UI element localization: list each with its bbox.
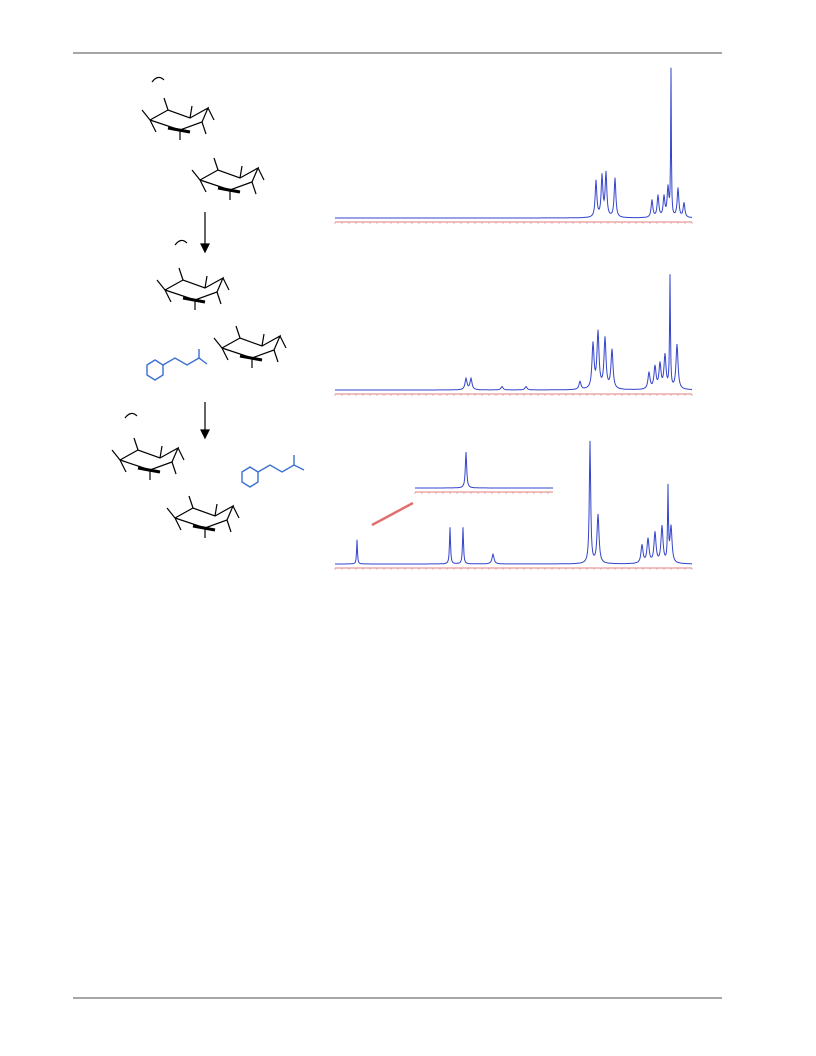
- spectrum-trace: [335, 440, 692, 565]
- substituent-bond: [174, 517, 182, 531]
- substituent-bond: [235, 325, 241, 339]
- pyranose-ring: [119, 446, 180, 471]
- substituent-bond: [177, 447, 185, 461]
- substituent-bond: [207, 107, 215, 121]
- substituent-bond: [273, 349, 279, 363]
- reaction-scheme: [111, 76, 287, 538]
- substituent-bond: [226, 519, 232, 533]
- pyranose-ring: [199, 166, 260, 191]
- benzene-ring: [146, 359, 164, 381]
- side-chain: [162, 357, 208, 366]
- linker-bond: [174, 239, 188, 246]
- pyranose-ring: [164, 276, 225, 301]
- spectrum-trace: [335, 274, 692, 391]
- ring-bold-edge: [217, 186, 241, 194]
- substituent-bond: [156, 279, 166, 291]
- substituent-bond: [111, 449, 121, 461]
- zoom-connector: [371, 501, 414, 527]
- substituent-bond: [171, 461, 177, 475]
- ring-bold-edge: [182, 296, 206, 304]
- substituent-bond: [163, 97, 169, 111]
- pyranose-ring: [149, 106, 210, 131]
- substituent-bond: [214, 503, 218, 517]
- ring-bold-edge: [137, 466, 161, 474]
- nmr-spectra: [334, 67, 693, 570]
- substituent-bond: [141, 109, 151, 121]
- substituent-bond: [221, 347, 229, 361]
- substituent-bond: [204, 275, 208, 289]
- substituent-bond: [257, 167, 265, 181]
- substituent-bond: [188, 495, 194, 509]
- linker-bond: [151, 76, 165, 83]
- substituent-bond: [164, 289, 172, 303]
- substituent-bond: [279, 335, 287, 349]
- substituent-bond: [149, 119, 157, 133]
- substituent-bond: [119, 459, 127, 473]
- substituent-bond: [251, 181, 257, 195]
- arrow-head: [200, 429, 210, 440]
- ring-bold-edge: [167, 126, 191, 134]
- substituent-bond: [199, 179, 207, 193]
- substituent-bond: [239, 165, 243, 179]
- pyranose-ring: [174, 504, 235, 529]
- ring-bold-edge: [192, 524, 216, 532]
- spectrum-trace: [415, 451, 553, 489]
- pyranose-ring: [221, 334, 282, 359]
- spectrum-trace: [335, 67, 692, 219]
- substituent-bond: [191, 169, 201, 181]
- benzene-ring: [241, 466, 259, 488]
- substituent-bond: [213, 337, 223, 349]
- blue-reagents: [146, 349, 305, 488]
- linker-bond: [124, 412, 138, 419]
- substituent-bond: [213, 157, 219, 171]
- substituent-bond: [159, 445, 163, 459]
- substituent-bond: [261, 333, 265, 347]
- substituent-bond: [178, 267, 184, 281]
- arrow-head: [200, 243, 210, 254]
- substituent-bond: [201, 121, 207, 135]
- ring-bold-edge: [239, 354, 263, 362]
- substituent-bond: [133, 437, 139, 451]
- side-chain: [257, 464, 305, 473]
- substituent-bond: [166, 507, 176, 519]
- substituent-bond: [189, 105, 193, 119]
- substituent-bond: [216, 291, 222, 305]
- inset-box: [415, 438, 555, 506]
- substituent-bond: [232, 505, 240, 519]
- substituent-bond: [222, 277, 230, 291]
